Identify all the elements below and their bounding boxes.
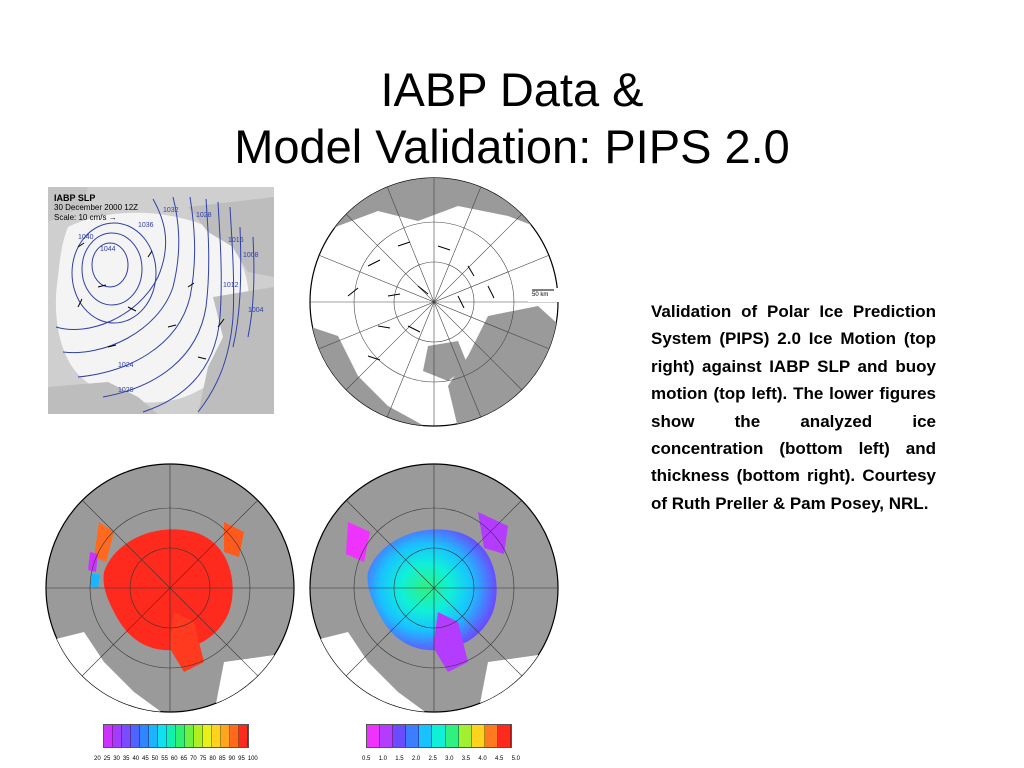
- thickness-colorbar-labels: 0.5 1.0 1.5 2.0 2.5 3.0 3.5 4.0 4.5 5.0: [362, 756, 520, 762]
- colorbar-tick-label: 2.0: [411, 756, 421, 762]
- colorbar-swatch: [484, 725, 498, 747]
- contour-label-1040: 1040: [78, 234, 94, 241]
- slide-title-line-2: Model Validation: PIPS 2.0: [234, 120, 790, 174]
- colorbar-swatch: [167, 725, 176, 747]
- slp-figure-header: IABP SLP 30 December 2000 12Z Scale: 10 …: [54, 193, 138, 223]
- slp-contour-labels: 1044 1040 1036 1032 1028 1024 1020 1016 …: [78, 207, 264, 394]
- ice-motion-vectors: [347, 241, 495, 361]
- colorbar-tick-label: 80: [209, 756, 216, 762]
- iabp-slp-figure: 1044 1040 1036 1032 1028 1024 1020 1016 …: [48, 187, 274, 414]
- slp-figure-date-line: 30 December 2000 12Z: [54, 203, 138, 213]
- contour-label-1032: 1032: [163, 207, 179, 214]
- colorbar-swatch: [458, 725, 472, 747]
- colorbar-tick-label: 0.5: [362, 756, 371, 762]
- colorbar-tick-label: 3.5: [461, 756, 471, 762]
- colorbar-tick-label: 100: [247, 756, 258, 762]
- colorbar-tick-label: 2.5: [428, 756, 437, 762]
- ice-concentration-map: [45, 463, 295, 713]
- contour-label-1020: 1020: [118, 387, 134, 394]
- colorbar-tick-label: 40: [132, 756, 140, 762]
- colorbar-swatch: [393, 725, 407, 747]
- colorbar-swatch: [497, 725, 512, 747]
- colorbar-swatch: [104, 725, 113, 747]
- slp-figure-scale-line: Scale: 10 cm/s →: [54, 213, 138, 223]
- colorbar-tick-label: 45: [142, 756, 149, 762]
- colorbar-tick-label: 30: [113, 756, 120, 762]
- slide-title: IABP Data & Model Validation: PIPS 2.0: [0, 61, 1024, 175]
- slp-isobars: [55, 196, 255, 413]
- colorbar-swatch: [149, 725, 158, 747]
- colorbar-swatch: [194, 725, 203, 747]
- scale-arrow-icon: →: [108, 213, 117, 222]
- contour-label-1024: 1024: [118, 362, 134, 369]
- colorbar-swatch: [158, 725, 167, 747]
- colorbar-swatch: [239, 725, 248, 747]
- colorbar-tick-label: 1.5: [395, 756, 404, 762]
- colorbar-tick-label: 35: [122, 756, 130, 762]
- colorbar-tick-label: 5.0: [511, 756, 520, 762]
- ice-concentration-figure: [44, 462, 296, 714]
- ice-thickness-map: [309, 463, 559, 713]
- colorbar-tick-label: 50: [151, 756, 159, 762]
- colorbar-swatch: [419, 725, 433, 747]
- colorbar-tick-label: 3.0: [445, 756, 454, 762]
- colorbar-tick-label: 25: [103, 756, 111, 762]
- ice-motion-map: [309, 177, 560, 427]
- colorbar-tick-label: 60: [170, 756, 178, 762]
- colorbar-tick-label: 4.5: [495, 756, 504, 762]
- buoy-vectors: [77, 242, 225, 360]
- colorbar-tick-label: 90: [228, 756, 236, 762]
- colorbar-tick-label: 55: [161, 756, 168, 762]
- concentration-colorbar: [103, 724, 249, 748]
- colorbar-tick-label: 65: [180, 756, 188, 762]
- colorbar-swatch: [113, 725, 122, 747]
- concentration-colorbar-labels: 20 25 30 35 40 45 50 55 60 65 70 75 80 85 90 95 100: [94, 756, 258, 762]
- contour-label-1012: 1012: [223, 282, 239, 289]
- colorbar-swatch: [406, 725, 420, 747]
- colorbar-swatch: [221, 725, 230, 747]
- colorbar-tick-label: 85: [218, 756, 226, 762]
- colorbar-swatch: [212, 725, 221, 747]
- colorbar-tick-label: 75: [199, 756, 207, 762]
- contour-label-1036: 1036: [138, 222, 154, 229]
- colorbar-swatch: [432, 725, 446, 747]
- contour-label-1004: 1004: [248, 307, 264, 314]
- slp-figure-scale: Scale: 10 cm/s: [54, 213, 107, 222]
- colorbar-swatch: [122, 725, 131, 747]
- colorbar-tick-label: 95: [238, 756, 245, 762]
- slide-title-line-1: IABP Data &: [380, 63, 644, 117]
- colorbar-swatch: [230, 725, 239, 747]
- ice-thickness-figure: [308, 462, 560, 714]
- ice-motion-figure: 50 km: [308, 176, 560, 428]
- slp-figure-date: 30 December 2000: [54, 203, 123, 212]
- colorbar-swatch: [471, 725, 485, 747]
- colorbar-swatch: [176, 725, 185, 747]
- colorbar-tick-label: 70: [190, 756, 197, 762]
- colorbar-swatch: [185, 725, 194, 747]
- colorbar-tick-label: 20: [94, 756, 101, 762]
- contour-label-1044: 1044: [100, 246, 116, 253]
- colorbar-swatch: [367, 725, 381, 747]
- colorbar-swatch: [140, 725, 149, 747]
- contour-label-1028: 1028: [196, 212, 212, 219]
- colorbar-tick-label: 4.0: [478, 756, 487, 762]
- slide-caption: Validation of Polar Ice Prediction Syste…: [651, 302, 936, 513]
- slp-figure-hour: 12Z: [124, 203, 139, 212]
- colorbar-swatch: [380, 725, 394, 747]
- contour-label-1016: 1016: [228, 237, 244, 244]
- iabp-slp-map: 1044 1040 1036 1032 1028 1024 1020 1016 …: [48, 187, 274, 414]
- colorbar-swatch: [131, 725, 140, 747]
- contour-label-1008: 1008: [243, 252, 259, 259]
- ice-motion-scale-label: 50 km: [532, 292, 549, 298]
- slp-figure-title: IABP SLP: [54, 193, 96, 203]
- colorbar-swatch: [203, 725, 212, 747]
- colorbar-swatch: [445, 725, 459, 747]
- thickness-colorbar: [366, 724, 512, 748]
- colorbar-tick-label: 1.0: [378, 756, 387, 762]
